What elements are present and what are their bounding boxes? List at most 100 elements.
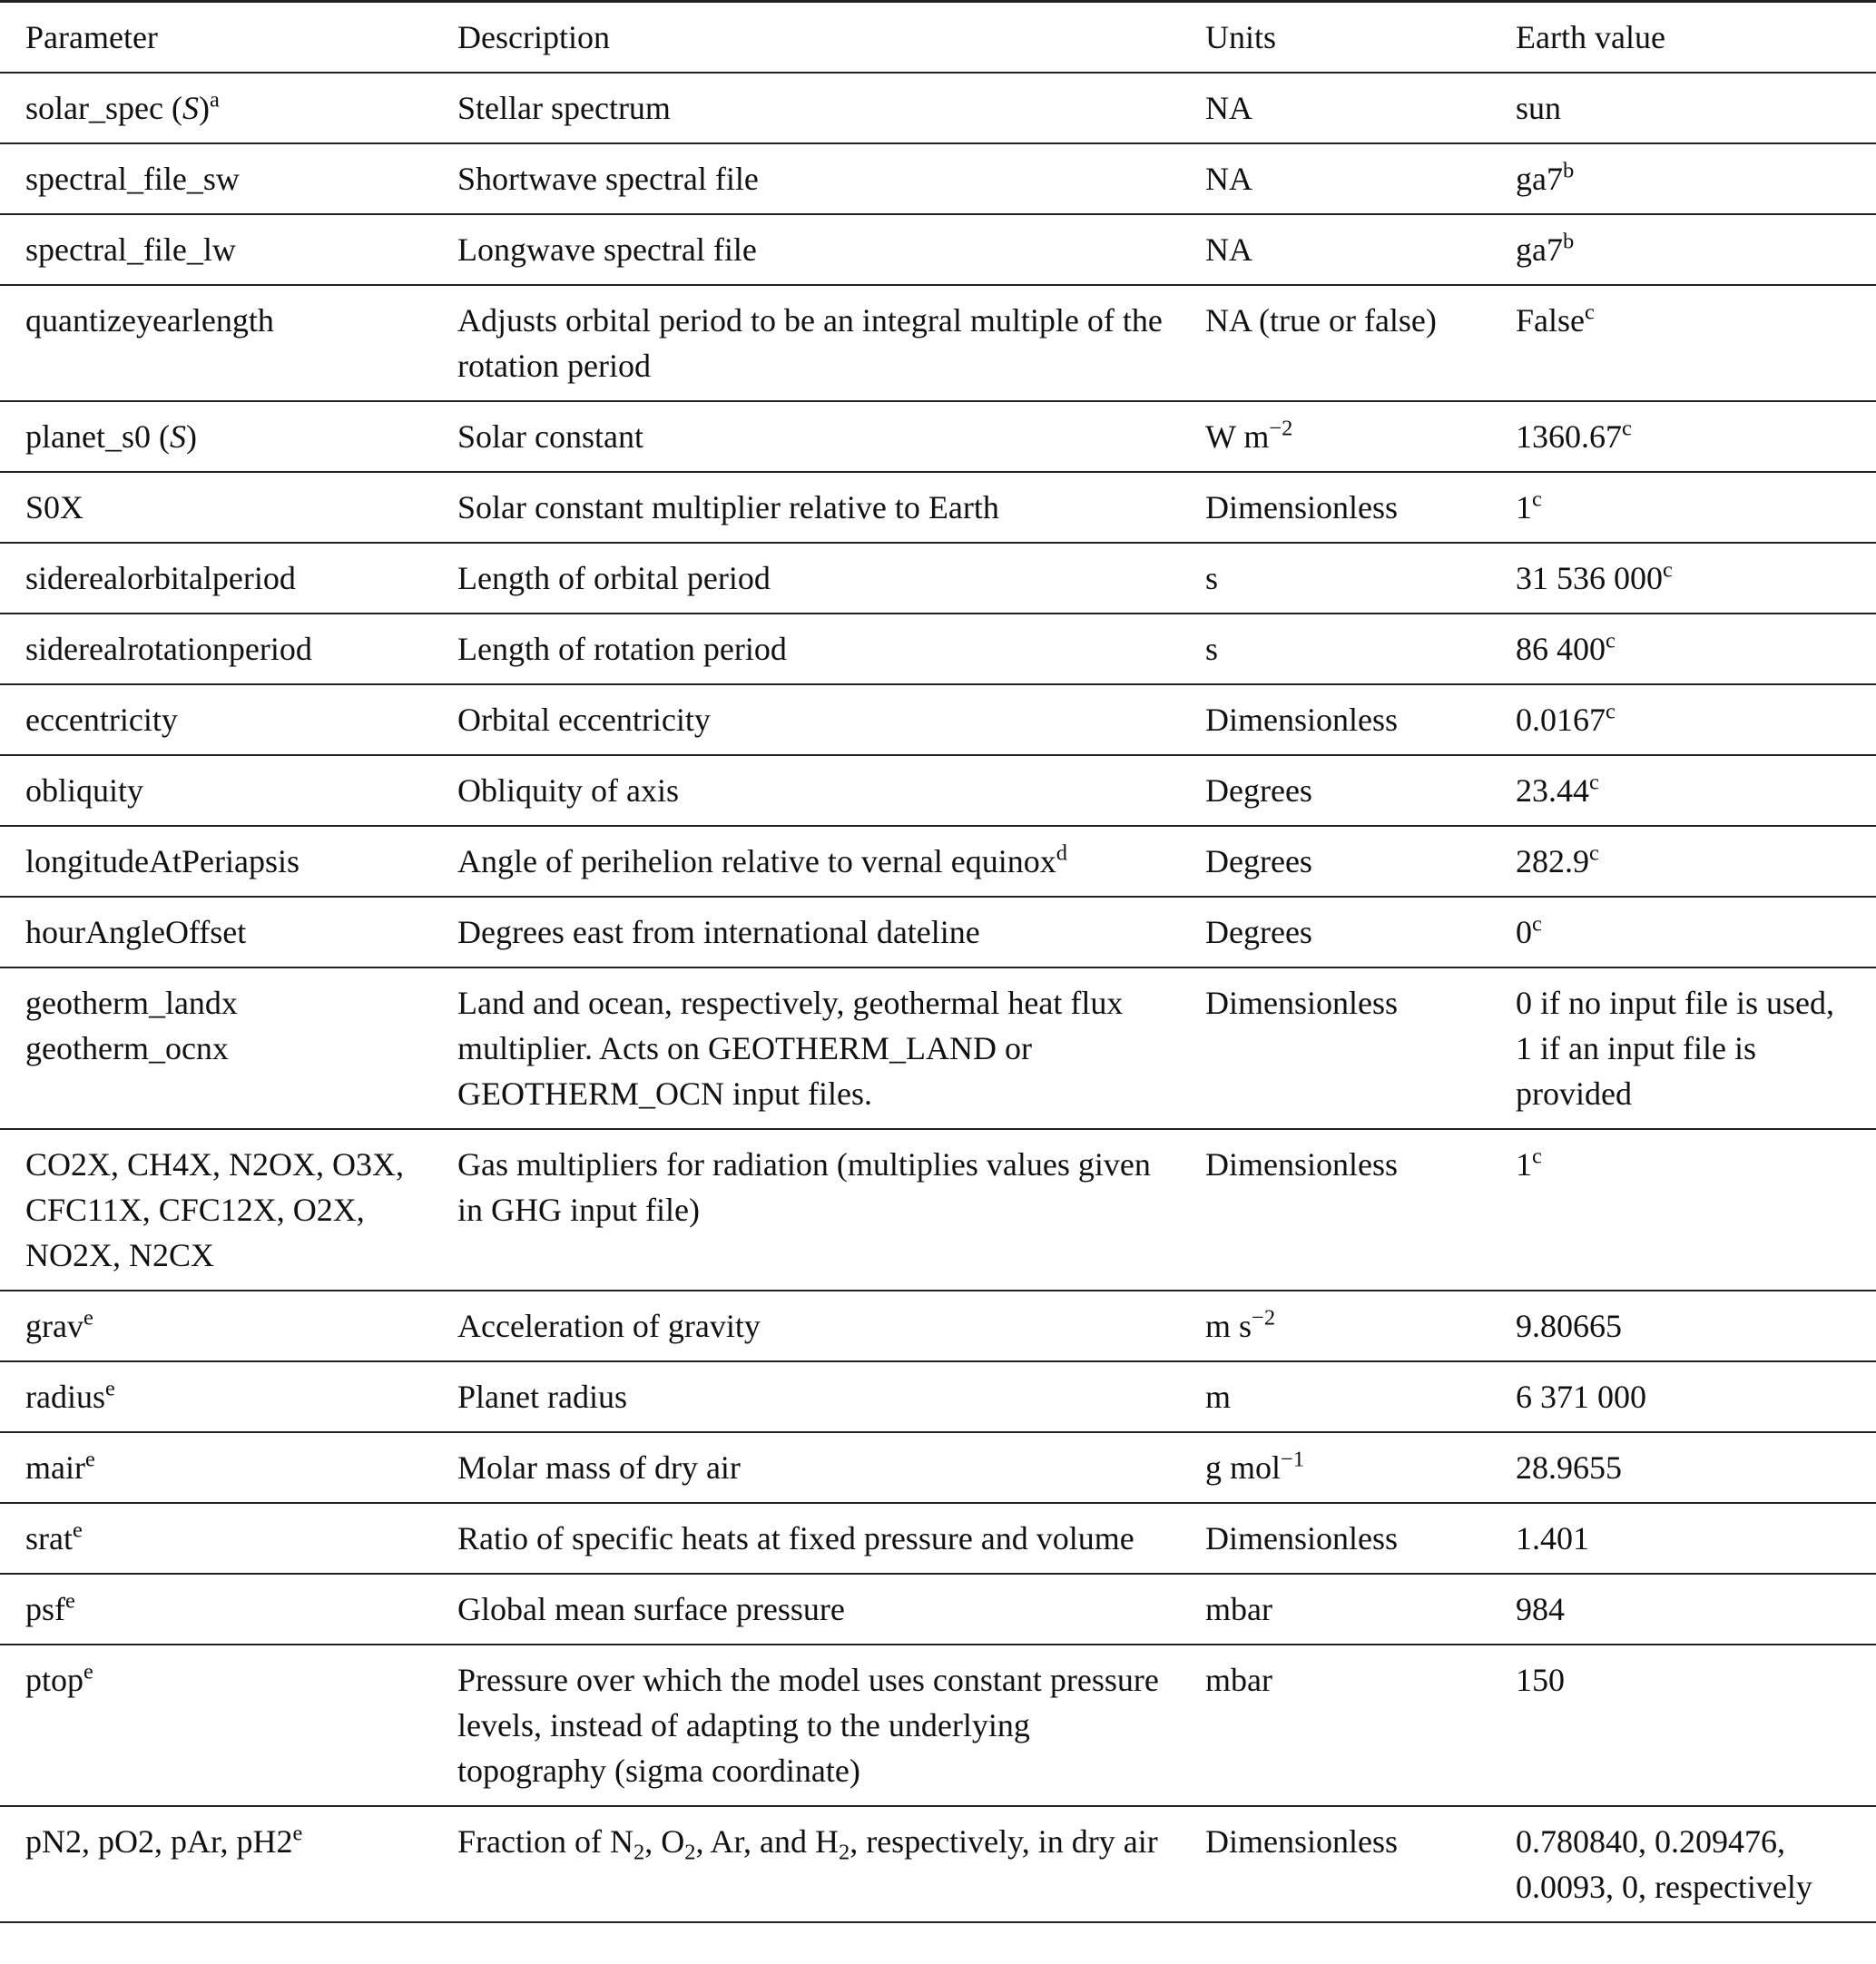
superscript: c	[1622, 416, 1632, 441]
table-cell: Fraction of N2, O2, Ar, and H2, respecti…	[457, 1806, 1205, 1923]
table-row: eccentricity Orbital eccentricity Dimensio…	[0, 684, 1876, 756]
table-cell: Pressure over which the model uses const…	[457, 1645, 1205, 1807]
cell-text: , O	[644, 1823, 685, 1860]
table-cell: obliquity	[0, 755, 457, 827]
superscript: e	[65, 1588, 75, 1614]
table-cell: 0 if no input file is used, 1 if an inpu…	[1516, 967, 1876, 1130]
cell-text: Dimensionless	[1205, 1823, 1398, 1860]
table-row: srate Ratio of specific heats at fixed pr…	[0, 1503, 1876, 1575]
cell-text: Longwave spectral file	[457, 231, 757, 268]
cell-text: Orbital eccentricity	[457, 702, 711, 738]
cell-text: Stellar spectrum	[457, 90, 671, 126]
cell-text: longitudeAtPeriapsis	[25, 843, 300, 879]
table-cell: NA	[1205, 73, 1516, 144]
table-cell: S0X	[0, 472, 457, 544]
cell-text: 150	[1516, 1662, 1565, 1698]
cell-text: mair	[25, 1449, 85, 1486]
header-row: Parameter Description Units Earth value	[0, 0, 1876, 74]
cell-text: , Ar, and H	[695, 1823, 839, 1860]
cell-text: Global mean surface pressure	[457, 1591, 845, 1627]
superscript: c	[1532, 911, 1542, 937]
cell-line: geotherm_ocnx	[25, 1030, 229, 1066]
table-row: siderealrotationperiod Length of rotation…	[0, 614, 1876, 685]
cell-text: 28.9655	[1516, 1449, 1622, 1486]
cell-text: 6 371 000	[1516, 1379, 1646, 1415]
italic-symbol: S	[182, 90, 199, 126]
table-cell: Obliquity of axis	[457, 755, 1205, 827]
cell-text: 0	[1516, 914, 1532, 950]
cell-text: 31 536 000	[1516, 560, 1663, 596]
cell-text: W m	[1205, 418, 1270, 455]
superscript: c	[1532, 1144, 1542, 1169]
cell-text: ga7	[1516, 231, 1563, 268]
cell-text: solar_spec (	[25, 90, 182, 126]
subscript: 2	[633, 1840, 645, 1865]
table-row: pN2, pO2, pAr, pH2e Fraction of N2, O2, A…	[0, 1806, 1876, 1923]
cell-text: Dimensionless	[1205, 985, 1398, 1021]
table-cell: siderealorbitalperiod	[0, 543, 457, 614]
cell-text: hourAngleOffset	[25, 914, 247, 950]
table-cell: NA	[1205, 214, 1516, 286]
table-row: spectral_file_lw Longwave spectral file NA…	[0, 214, 1876, 286]
cell-text: Angle of perihelion relative to vernal e…	[457, 843, 1056, 879]
table-cell: Falsec	[1516, 285, 1876, 402]
cell-text: NA	[1205, 90, 1252, 126]
cell-text: Planet radius	[457, 1379, 627, 1415]
header-cell: Description	[457, 0, 1205, 74]
table-cell: 1.401	[1516, 1503, 1876, 1575]
superscript: −2	[1269, 416, 1293, 441]
superscript: c	[1606, 699, 1616, 724]
superscript: d	[1056, 840, 1068, 866]
cell-text: Dimensionless	[1205, 702, 1398, 738]
table-cell: CO2X, CH4X, N2OX, O3X, CFC11X, CFC12X, O…	[0, 1129, 457, 1291]
italic-symbol: S	[169, 418, 186, 455]
table-cell: pN2, pO2, pAr, pH2e	[0, 1806, 457, 1923]
table-cell: Degrees east from international dateline	[457, 897, 1205, 968]
cell-text: geotherm_landx	[25, 985, 238, 1021]
table-row: quantizeyearlength Adjusts orbital period…	[0, 285, 1876, 402]
table-cell: sun	[1516, 73, 1876, 144]
cell-text: Gas multipliers for radiation (multiplie…	[457, 1146, 1151, 1228]
cell-text: spectral_file_lw	[25, 231, 236, 268]
superscript: b	[1562, 229, 1575, 254]
superscript: c	[1663, 557, 1673, 583]
superscript: −1	[1281, 1447, 1305, 1472]
table-row: longitudeAtPeriapsis Angle of perihelion …	[0, 826, 1876, 898]
cell-text: Degrees	[1205, 772, 1312, 809]
cell-text: )	[185, 418, 197, 455]
table-row: geotherm_landx geotherm_ocnx Land and ocea…	[0, 967, 1876, 1130]
cell-text: Adjusts orbital period to be an integral…	[457, 302, 1163, 384]
cell-text: mbar	[1205, 1662, 1272, 1698]
table-cell: Ratio of specific heats at fixed pressur…	[457, 1503, 1205, 1575]
table-row: maire Molar mass of dry air g mol−1 28.9655	[0, 1432, 1876, 1504]
cell-text: NA	[1205, 231, 1252, 268]
cell-text: CO2X, CH4X, N2OX, O3X, CFC11X, CFC12X, O…	[25, 1146, 405, 1273]
cell-text: 86 400	[1516, 631, 1606, 667]
cell-text: Molar mass of dry air	[457, 1449, 741, 1486]
table-row: psfe Global mean surface pressure mbar 984	[0, 1574, 1876, 1645]
cell-text: 0.780840, 0.209476, 0.0093, 0, respectiv…	[1516, 1823, 1812, 1905]
table-cell: ptope	[0, 1645, 457, 1807]
table-cell: 86 400c	[1516, 614, 1876, 685]
cell-text: s	[1205, 631, 1219, 667]
superscript: c	[1589, 840, 1599, 866]
table-cell: 0.0167c	[1516, 684, 1876, 756]
table-cell: s	[1205, 614, 1516, 685]
table-cell: Length of orbital period	[457, 543, 1205, 614]
cell-text: Solar constant multiplier relative to Ea…	[457, 489, 999, 525]
table-cell: Gas multipliers for radiation (multiplie…	[457, 1129, 1205, 1291]
header-cell: Units	[1205, 0, 1516, 74]
table-cell: geotherm_landx geotherm_ocnx	[0, 967, 457, 1130]
table-cell: Dimensionless	[1205, 1806, 1516, 1923]
table-cell: Degrees	[1205, 897, 1516, 968]
cell-text: NA	[1205, 161, 1252, 197]
table-cell: Angle of perihelion relative to vernal e…	[457, 826, 1205, 898]
table-cell: Orbital eccentricity	[457, 684, 1205, 756]
table-cell: maire	[0, 1432, 457, 1504]
superscript: c	[1589, 770, 1599, 795]
table-cell: 282.9c	[1516, 826, 1876, 898]
header-cell: Earth value	[1516, 0, 1876, 74]
table-cell: mbar	[1205, 1645, 1516, 1807]
table-cell: 0.780840, 0.209476, 0.0093, 0, respectiv…	[1516, 1806, 1876, 1923]
superscript: e	[83, 1659, 93, 1684]
